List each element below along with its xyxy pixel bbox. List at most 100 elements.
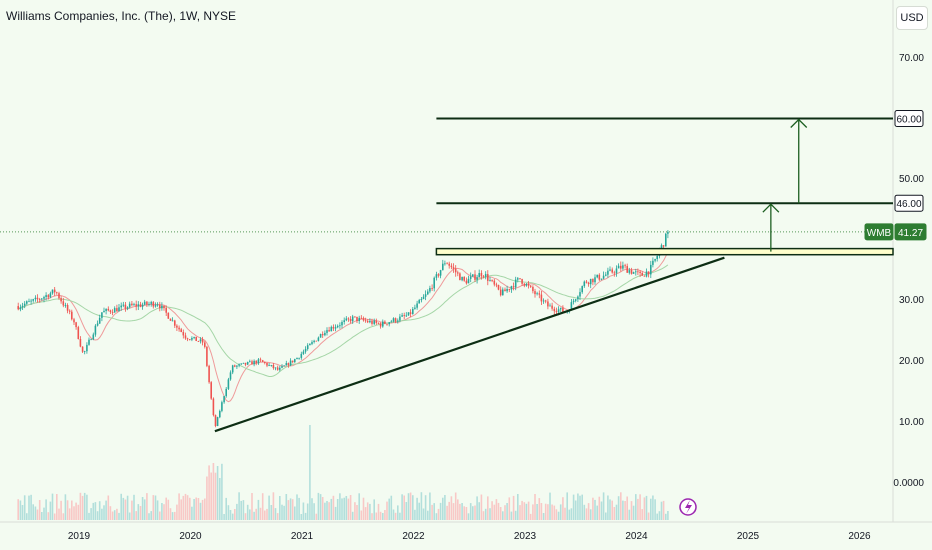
resistance-zone[interactable] (435, 247, 894, 256)
candle-body (420, 299, 423, 301)
candle-body (602, 275, 605, 279)
volume-bar (259, 507, 262, 520)
candle-body (354, 316, 356, 318)
volume-bar (390, 495, 393, 520)
volume-bar (605, 512, 607, 520)
volume-bar (540, 503, 543, 520)
volume-bar (397, 505, 399, 520)
volume-bar (403, 495, 405, 520)
candle-body (111, 312, 114, 313)
volume-bar (544, 503, 547, 520)
candle-body (246, 362, 249, 365)
candle-body (231, 365, 234, 373)
volume-bar (474, 505, 476, 520)
candle-body (347, 318, 350, 320)
candle-body (28, 301, 30, 303)
volume-bar (289, 498, 292, 520)
volume-bar (598, 496, 601, 520)
volume-bar (103, 505, 105, 520)
price-tick-label: 10.00 (899, 417, 924, 428)
volume-bar (446, 505, 448, 520)
volume-bar (394, 512, 397, 520)
volume-bar (122, 497, 125, 520)
volume-bar (514, 510, 517, 520)
volume-bar (626, 496, 628, 520)
volume-bar (86, 494, 88, 520)
volume-bar (231, 513, 234, 520)
volume-bar (285, 494, 288, 520)
candle-body (41, 298, 43, 300)
volume-bar (429, 492, 431, 520)
candle-body (264, 362, 266, 363)
volume-bar (665, 513, 667, 520)
volume-bar (596, 505, 598, 520)
candle-body (165, 308, 167, 313)
volume-bar (268, 495, 270, 520)
candle-body (281, 366, 283, 368)
volume-bar (223, 514, 225, 520)
candle-body (17, 306, 19, 310)
volume-bar (635, 494, 637, 520)
volume-bar (437, 508, 440, 520)
candle-body (161, 305, 163, 309)
volume-bar (562, 497, 564, 520)
candle-body (493, 280, 496, 285)
volume-bar (90, 508, 92, 520)
volume-bar (257, 499, 260, 520)
candle-body (549, 305, 551, 307)
candle-body (66, 305, 69, 311)
lightning-icon[interactable] (679, 498, 697, 516)
volume-bar (64, 494, 67, 520)
candle-body (330, 326, 333, 332)
volume-bar (107, 495, 110, 520)
volume-bar (249, 509, 251, 520)
candle-body (343, 320, 345, 322)
volume-bar (384, 510, 386, 520)
candle-body (527, 284, 530, 286)
volume-bar (607, 495, 609, 520)
candle-body (206, 346, 208, 366)
candle-body (557, 309, 560, 312)
candle-body (508, 289, 511, 290)
volume-bar (589, 509, 592, 520)
volume-bar (579, 495, 581, 520)
candle-body (101, 312, 103, 318)
volume-bar (592, 497, 594, 520)
ascending-trendline[interactable] (214, 256, 725, 433)
symbol-tag: WMB (864, 223, 894, 241)
candle-body (469, 276, 472, 279)
candle-body (287, 363, 290, 366)
candle-body (141, 304, 144, 307)
volume-bar (116, 508, 118, 520)
candle-body (444, 263, 446, 265)
volume-bar (109, 506, 112, 520)
volume-bar (71, 500, 73, 520)
candle-body (499, 289, 502, 296)
candle-body (143, 301, 146, 305)
candle-body (62, 301, 65, 306)
candle-body (487, 274, 489, 281)
volume-bar (92, 502, 95, 520)
candle-body (178, 327, 180, 330)
currency-button[interactable]: USD (896, 6, 928, 30)
candle-body (326, 330, 328, 333)
candle-body (182, 332, 185, 336)
volume-bar (409, 492, 412, 520)
volume-bar (216, 466, 219, 520)
candle-body (388, 322, 390, 325)
chart-title: Williams Companies, Inc. (The), 1W, NYSE (6, 9, 237, 23)
volume-bar (637, 498, 639, 520)
volume-bar (412, 495, 414, 520)
volume-bar (154, 495, 157, 520)
candle-body (274, 367, 277, 369)
candle-body (482, 276, 485, 278)
volume-bar (424, 495, 427, 520)
candle-body (652, 260, 654, 265)
candle-body (379, 323, 382, 327)
volume-bar (332, 495, 335, 520)
candle-body (98, 317, 101, 324)
candle-body (96, 323, 99, 326)
candle-body (304, 349, 307, 352)
